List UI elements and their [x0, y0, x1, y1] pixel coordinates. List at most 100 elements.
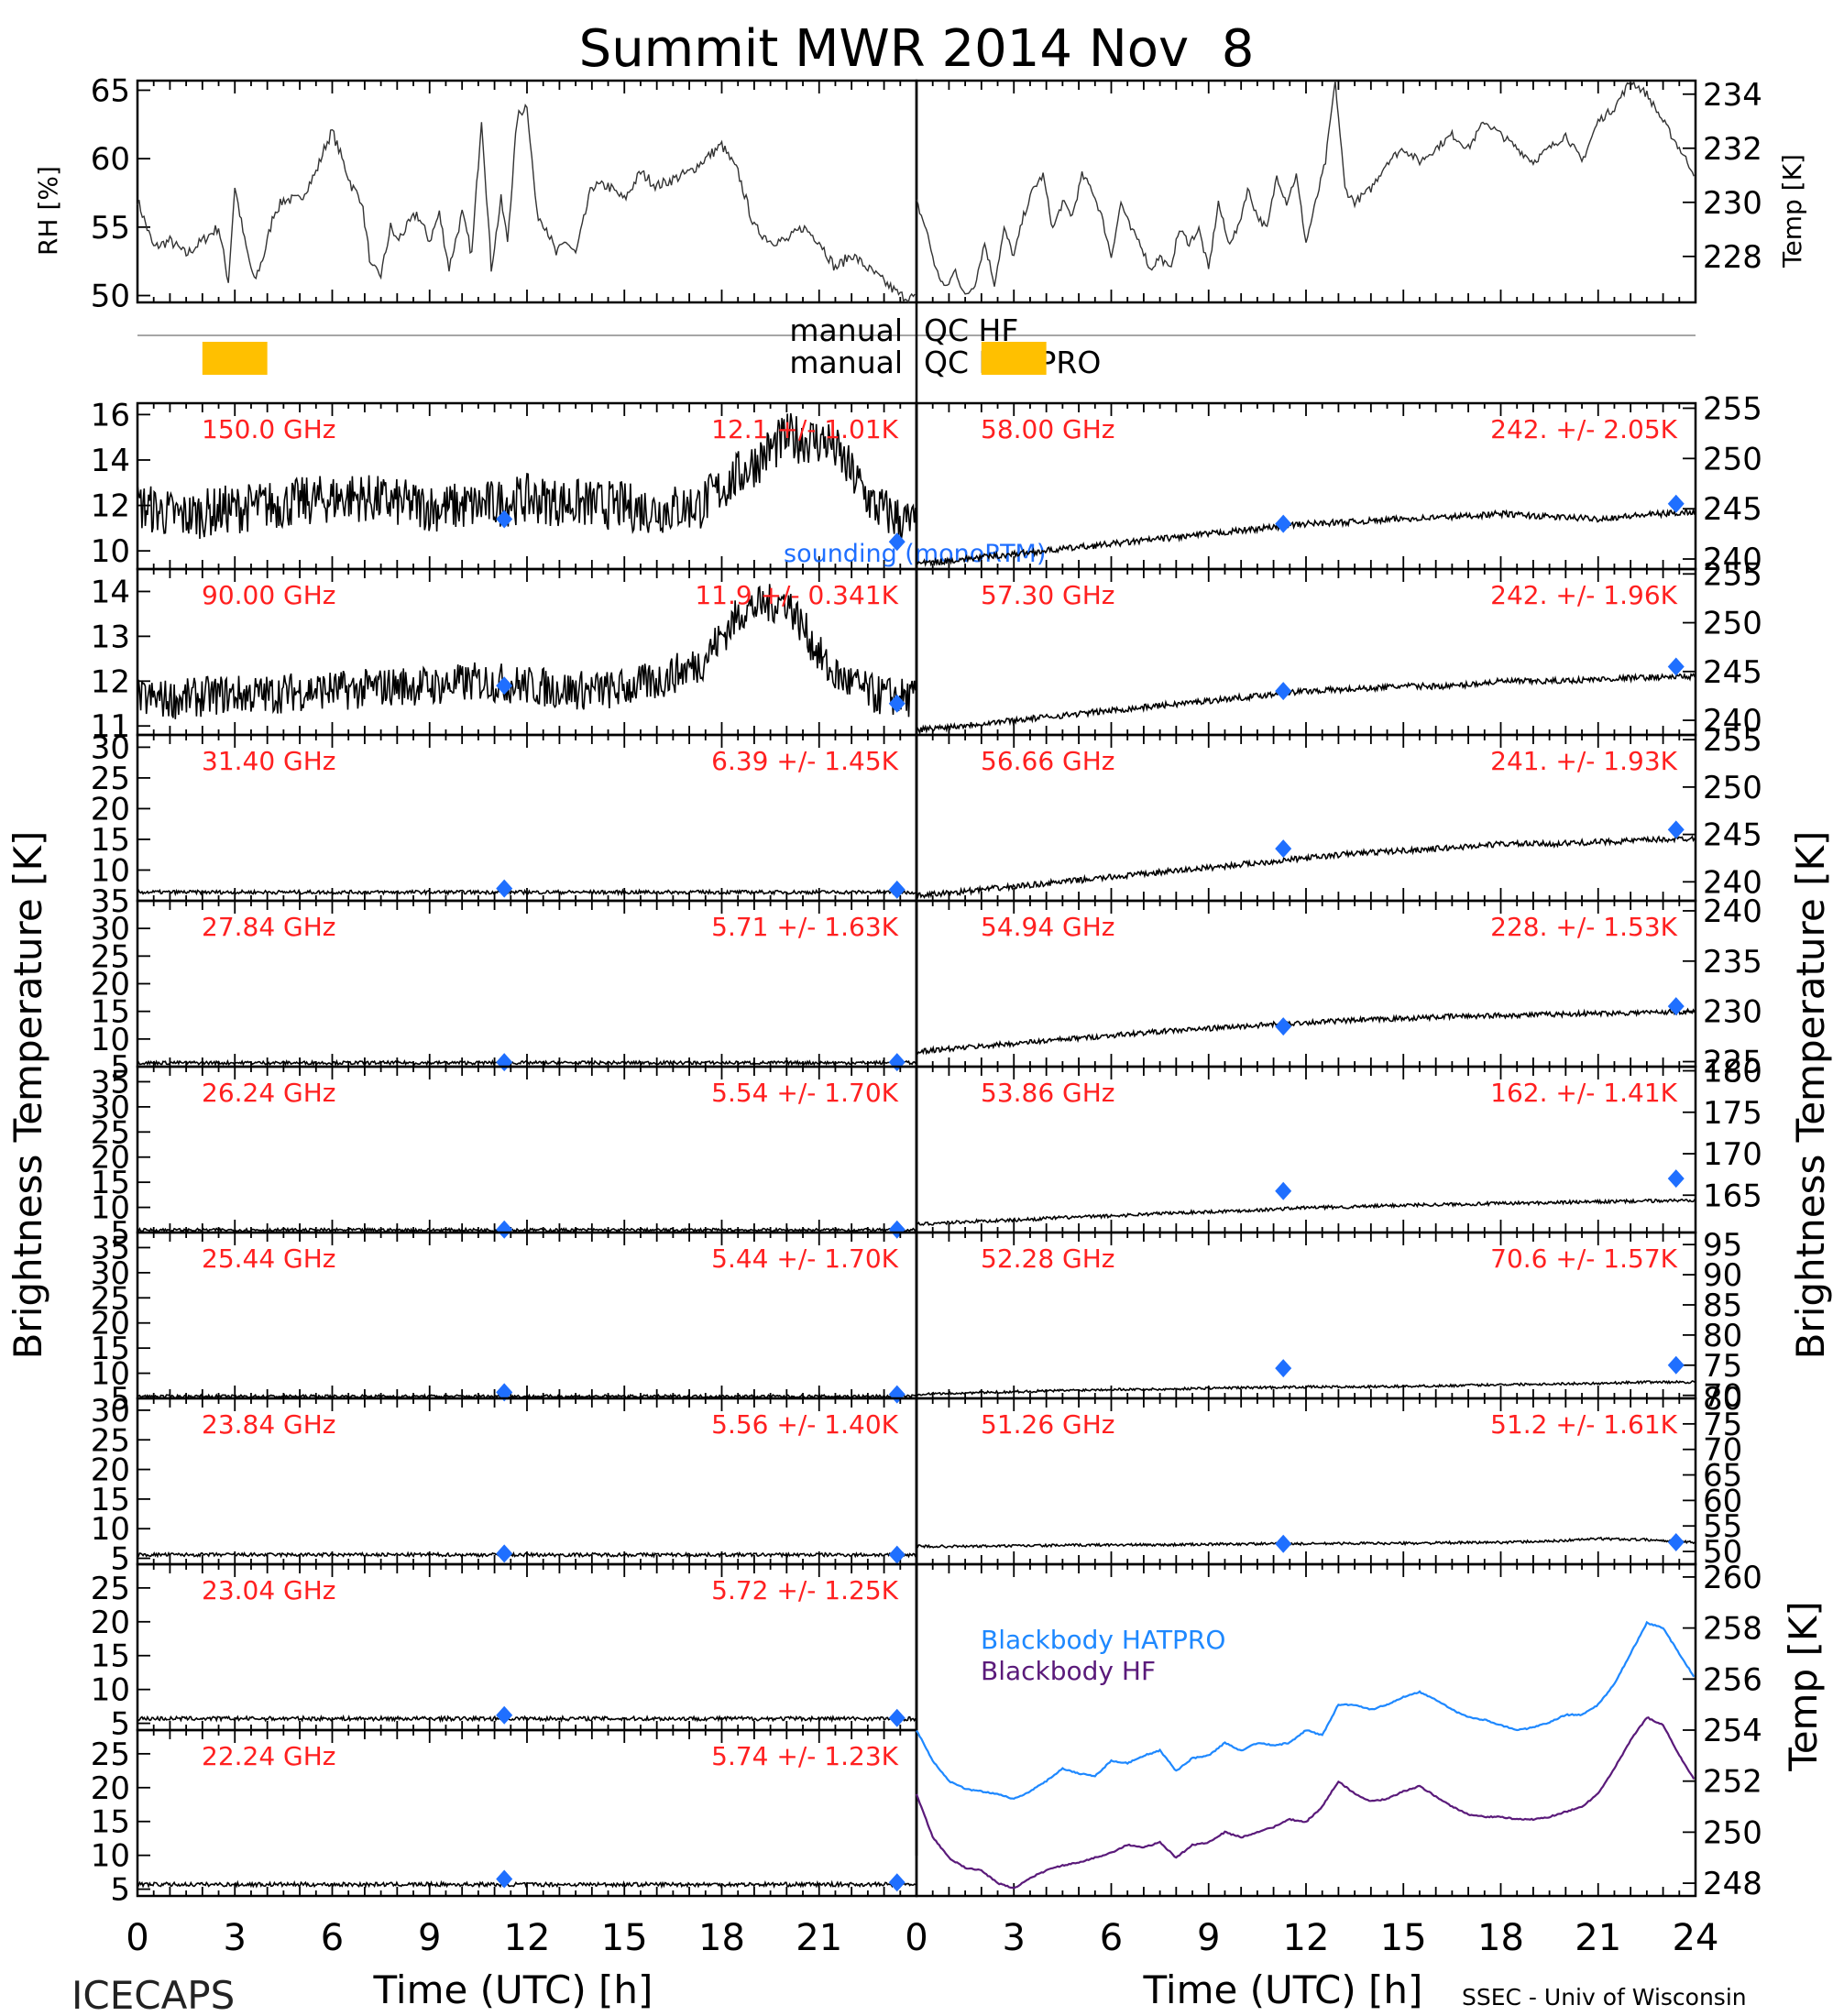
right-panel-5-yaxis-tick-label-0: 70 — [1703, 1378, 1742, 1415]
left-xtick-label-1: 3 — [224, 1917, 247, 1959]
qc-row-label-0: manual — [789, 312, 903, 348]
right-panel-2-yaxis-tick-label-1: 245 — [1703, 817, 1762, 854]
right-panel-6-yaxis-tick-label-5: 75 — [1703, 1407, 1742, 1443]
right-panel-freq-5: 52.28 GHz — [981, 1244, 1115, 1274]
blackbody-yaxis-tick-label-5: 258 — [1703, 1611, 1762, 1648]
right-panel-1-yaxis-tick-label-3: 255 — [1703, 556, 1762, 593]
right-xtick-label-1: 3 — [1003, 1917, 1026, 1959]
left-panel-freq-7: 23.04 GHz — [202, 1575, 336, 1605]
left-panel-2-sounding-0 — [496, 879, 513, 898]
right-panel-6-yaxis-tick-label-4: 70 — [1703, 1432, 1742, 1469]
right-xtick-label-0: 0 — [905, 1917, 927, 1959]
left-panel-stat-3: 5.71 +/- 1.63K — [711, 912, 898, 942]
left-panel-stat-5: 5.44 +/- 1.70K — [711, 1244, 898, 1274]
left-panel-xticks-0 — [137, 403, 917, 569]
right-panel-0-yaxis-tick-label-2: 250 — [1703, 441, 1762, 477]
right-panel-1-yaxis-tick-label-0: 240 — [1703, 703, 1762, 740]
left-panel-1-yaxis-tick-label-0: 11 — [91, 708, 130, 745]
right-xtick-label-5: 15 — [1380, 1917, 1427, 1959]
left-panel-6-yaxis-tick-label-4: 25 — [91, 1422, 130, 1459]
right-panel-5-sounding-1 — [1667, 1355, 1685, 1375]
right-panel-4-sounding-0 — [1275, 1181, 1292, 1200]
blackbody-xticks — [916, 1564, 1696, 1896]
blackbody-yaxis-tick-label-0: 248 — [1703, 1866, 1762, 1902]
temp-axis-label: Temp [K] — [1777, 154, 1807, 268]
right-panel-trace-1 — [916, 672, 1696, 736]
met-right-frame — [915, 79, 1697, 304]
left-panel-4-yaxis-tick-label-3: 20 — [91, 1140, 130, 1177]
left-panel-freq-0: 150.0 GHz — [202, 414, 336, 444]
blackbody-yaxis-tick-label-2: 252 — [1703, 1764, 1762, 1801]
temp-axis-tick-label-2: 232 — [1703, 131, 1762, 168]
right-xtick-label-2: 6 — [1100, 1917, 1123, 1959]
left-panel-8-yaxis-tick-label-3: 20 — [91, 1770, 130, 1807]
left-panel-6-yaxis-tick-label-0: 5 — [110, 1541, 130, 1578]
right-panel-2-sounding-0 — [1275, 839, 1292, 859]
left-panel-3-yaxis-tick-label-1: 10 — [91, 1022, 130, 1058]
left-panel-1-sounding-0 — [496, 676, 513, 696]
left-panel-trace-5 — [137, 1393, 917, 1400]
met-right-xticks — [916, 81, 1696, 302]
blackbody-yaxis-tick-label-3: 254 — [1703, 1713, 1762, 1749]
left-panel-8-sounding-1 — [888, 1873, 906, 1892]
left-panel-6-yaxis-tick-label-5: 30 — [91, 1393, 130, 1430]
right-panel-xticks-6 — [916, 1398, 1696, 1564]
left-panel-5-yaxis-tick-label-2: 15 — [91, 1331, 130, 1367]
left-panel-8-yaxis-tick-label-1: 10 — [91, 1838, 130, 1875]
rh-axis-tick-label-1: 55 — [91, 210, 130, 247]
blackbody-yaxis-tick-label-4: 256 — [1703, 1661, 1762, 1698]
left-panel-stat-2: 6.39 +/- 1.45K — [711, 746, 898, 776]
right-panel-freq-4: 53.86 GHz — [981, 1078, 1115, 1108]
left-panel-4-sounding-0 — [496, 1220, 513, 1239]
right-panel-0-sounding-0 — [1275, 514, 1292, 533]
left-panel-6-yaxis-tick-label-3: 20 — [91, 1452, 130, 1489]
rh-axis-tick-label-2: 60 — [91, 141, 130, 178]
right-panel-xticks-1 — [916, 569, 1696, 735]
right-panel-stat-5: 70.6 +/- 1.57K — [1490, 1244, 1677, 1274]
right-panel-1-yaxis-tick-label-1: 245 — [1703, 654, 1762, 691]
temp-axis-tick-label-3: 234 — [1703, 77, 1762, 114]
left-panel-stat-4: 5.54 +/- 1.70K — [711, 1078, 898, 1108]
temp-axis-tick-label-0: 228 — [1703, 239, 1762, 276]
left-panel-trace-4 — [137, 1226, 917, 1234]
chart-title: Summit MWR 2014 Nov 8 — [579, 19, 1255, 79]
right-panel-0-yaxis-tick-label-3: 255 — [1703, 390, 1762, 427]
right-panel-1-yaxis-tick-label-2: 250 — [1703, 606, 1762, 642]
right-panel-stat-6: 51.2 +/- 1.61K — [1490, 1409, 1677, 1440]
left-xtick-label-3: 9 — [418, 1917, 441, 1959]
right-panel-6-sounding-1 — [1667, 1533, 1685, 1552]
left-panel-2-sounding-1 — [888, 880, 906, 899]
right-panel-trace-0 — [916, 509, 1696, 568]
right-panel-0-yaxis-tick-label-1: 245 — [1703, 491, 1762, 528]
left-panel-trace-0 — [137, 412, 917, 547]
left-panel-7-yaxis-tick-label-2: 15 — [91, 1638, 130, 1675]
left-panel-trace-8 — [137, 1879, 917, 1890]
left-panel-trace-7 — [137, 1714, 917, 1724]
footer-right: SSEC - Univ of Wisconsin — [1462, 1984, 1747, 2011]
left-xtick-label-4: 12 — [504, 1917, 551, 1959]
blackbody-legend-1: Blackbody HF — [981, 1656, 1156, 1686]
qc-flag-1-1 — [981, 342, 1047, 375]
xlabel-right: Time (UTC) [h] — [1143, 1967, 1423, 2012]
right-panel-trace-2 — [916, 835, 1696, 901]
qc-row-label-1: manual — [789, 345, 903, 380]
left-panel-freq-4: 26.24 GHz — [202, 1078, 336, 1108]
left-panel-3-yaxis-tick-label-2: 15 — [91, 994, 130, 1031]
left-panel-3-yaxis-tick-label-0: 5 — [110, 1049, 130, 1086]
left-panel-1-yaxis-tick-label-3: 14 — [91, 574, 130, 610]
left-panel-7-yaxis-tick-label-1: 10 — [91, 1672, 130, 1709]
right-panel-5-yaxis-tick-label-4: 90 — [1703, 1257, 1742, 1294]
right-panel-0-yaxis-tick-label-0: 240 — [1703, 542, 1762, 578]
right-panel-freq-1: 57.30 GHz — [981, 580, 1115, 610]
left-panel-trace-2 — [137, 888, 917, 897]
left-panel-stat-1: 11.9 +/- 0.341K — [695, 580, 898, 610]
left-panel-trace-1 — [137, 584, 917, 719]
right-xtick-label-7: 21 — [1575, 1917, 1621, 1959]
left-panel-stat-7: 5.72 +/- 1.25K — [711, 1575, 898, 1605]
left-xtick-label-6: 18 — [698, 1917, 745, 1959]
left-panel-5-yaxis-tick-label-4: 25 — [91, 1280, 130, 1317]
right-panel-trace-6 — [916, 1536, 1696, 1549]
left-panel-4-yaxis-tick-label-1: 10 — [91, 1190, 130, 1227]
left-panel-7-sounding-1 — [888, 1708, 906, 1727]
